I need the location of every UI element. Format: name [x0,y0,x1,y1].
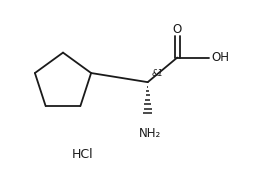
Text: &1: &1 [152,69,163,78]
Text: OH: OH [212,51,230,64]
Text: HCl: HCl [72,148,93,161]
Text: O: O [173,23,182,36]
Text: NH₂: NH₂ [139,127,161,140]
